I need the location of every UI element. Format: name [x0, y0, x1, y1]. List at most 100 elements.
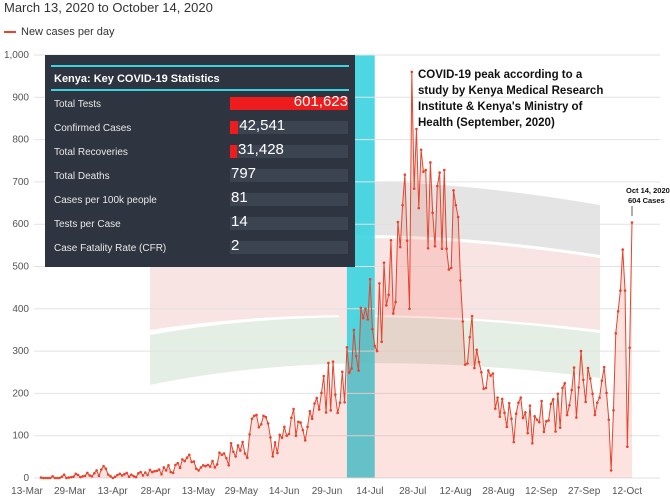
- stats-row-label: Cases per 100k people: [54, 195, 157, 206]
- data-point: [76, 473, 80, 477]
- data-point: [241, 440, 244, 444]
- x-tick-label: 29-May: [225, 486, 258, 497]
- data-point: [463, 363, 467, 366]
- peak-note-line-3: Institute & Kenya's Ministry of: [418, 101, 583, 113]
- stats-row-value: 31,428: [238, 141, 284, 158]
- data-point: [53, 476, 57, 480]
- data-point: [234, 455, 237, 458]
- chart-subtitle: March 13, 2020 to October 14, 2020: [4, 0, 213, 15]
- data-point: [97, 474, 101, 478]
- peak-note-line-1: COVID-19 peak according to a: [418, 69, 583, 81]
- data-point: [164, 469, 168, 472]
- data-point: [598, 396, 601, 399]
- data-point: [162, 466, 166, 469]
- x-tick-label: 28-Jul: [399, 486, 426, 497]
- data-point: [65, 476, 68, 480]
- data-point: [213, 466, 217, 469]
- data-point: [292, 407, 295, 411]
- x-tick-label: 27-Sep: [568, 486, 601, 497]
- data-point: [521, 416, 525, 420]
- data-point: [533, 414, 536, 418]
- data-point: [575, 416, 578, 419]
- data-point: [419, 148, 423, 152]
- stats-row-bar: [230, 145, 237, 158]
- data-point: [424, 168, 428, 172]
- series-points: [39, 70, 634, 480]
- data-point: [595, 401, 599, 405]
- stats-row-label: Confirmed Cases: [54, 123, 132, 134]
- data-point: [331, 360, 335, 363]
- stats-row: Tests per Case 14: [45, 213, 355, 237]
- x-tick-label: 29-Jun: [312, 486, 343, 497]
- data-point: [276, 451, 279, 455]
- data-point: [549, 402, 553, 406]
- stats-row-label: Total Recoveries: [54, 147, 128, 158]
- data-point: [334, 393, 337, 396]
- data-point: [83, 474, 87, 478]
- data-point: [280, 436, 284, 440]
- stats-row-value: 2: [231, 237, 240, 254]
- data-point: [243, 452, 247, 455]
- data-point: [99, 468, 103, 471]
- data-point: [39, 476, 43, 479]
- peak-note-line-4: Health (September, 2020): [418, 117, 555, 129]
- data-point: [440, 247, 444, 251]
- data-point: [514, 412, 518, 416]
- data-point: [102, 464, 105, 468]
- data-point: [137, 472, 140, 475]
- data-point: [192, 460, 196, 463]
- data-point: [42, 476, 45, 480]
- data-point: [466, 362, 469, 365]
- stats-row: Case Fatality Rate (CFR) 2: [45, 237, 355, 261]
- data-point: [475, 348, 479, 352]
- data-point: [301, 428, 305, 432]
- data-point: [171, 471, 175, 475]
- data-point: [313, 402, 316, 405]
- data-point: [621, 248, 625, 251]
- data-point: [375, 349, 379, 353]
- data-point: [570, 388, 574, 392]
- data-point: [426, 247, 430, 250]
- data-point: [593, 413, 597, 417]
- data-point: [459, 279, 462, 282]
- x-tick-label: 13-Apr: [98, 486, 129, 497]
- data-point: [380, 340, 383, 344]
- stats-row-label: Total Deaths: [54, 171, 110, 182]
- data-point: [544, 420, 548, 423]
- data-point: [315, 396, 319, 400]
- stats-row: Total Recoveries 31,428: [45, 141, 355, 165]
- data-point: [359, 306, 363, 310]
- data-point: [447, 268, 451, 271]
- data-point: [248, 433, 251, 436]
- data-point: [296, 420, 300, 424]
- data-point: [287, 432, 291, 436]
- data-point: [517, 401, 520, 405]
- data-point: [336, 411, 339, 415]
- data-point: [81, 475, 85, 478]
- data-point: [422, 170, 425, 174]
- data-point: [412, 187, 416, 190]
- data-point: [350, 367, 353, 370]
- x-tick-label: 14-Jul: [356, 486, 383, 497]
- data-point: [220, 453, 224, 457]
- x-tick-label: 14-Jun: [269, 486, 300, 497]
- data-point: [612, 409, 615, 412]
- data-point: [176, 461, 180, 465]
- data-point: [118, 472, 122, 476]
- data-point: [255, 413, 258, 417]
- stats-row: Total Tests 601,623: [45, 93, 355, 117]
- data-point: [542, 430, 546, 434]
- data-point: [442, 168, 446, 172]
- data-point: [125, 471, 129, 475]
- data-point: [487, 369, 490, 372]
- data-point: [429, 161, 432, 164]
- data-point: [266, 422, 270, 425]
- data-point: [626, 445, 629, 449]
- data-point: [477, 360, 481, 364]
- data-point: [484, 386, 488, 390]
- data-point: [139, 470, 142, 474]
- data-point: [394, 300, 397, 304]
- data-point: [338, 401, 342, 405]
- data-point: [565, 413, 569, 417]
- series-area: [41, 71, 632, 479]
